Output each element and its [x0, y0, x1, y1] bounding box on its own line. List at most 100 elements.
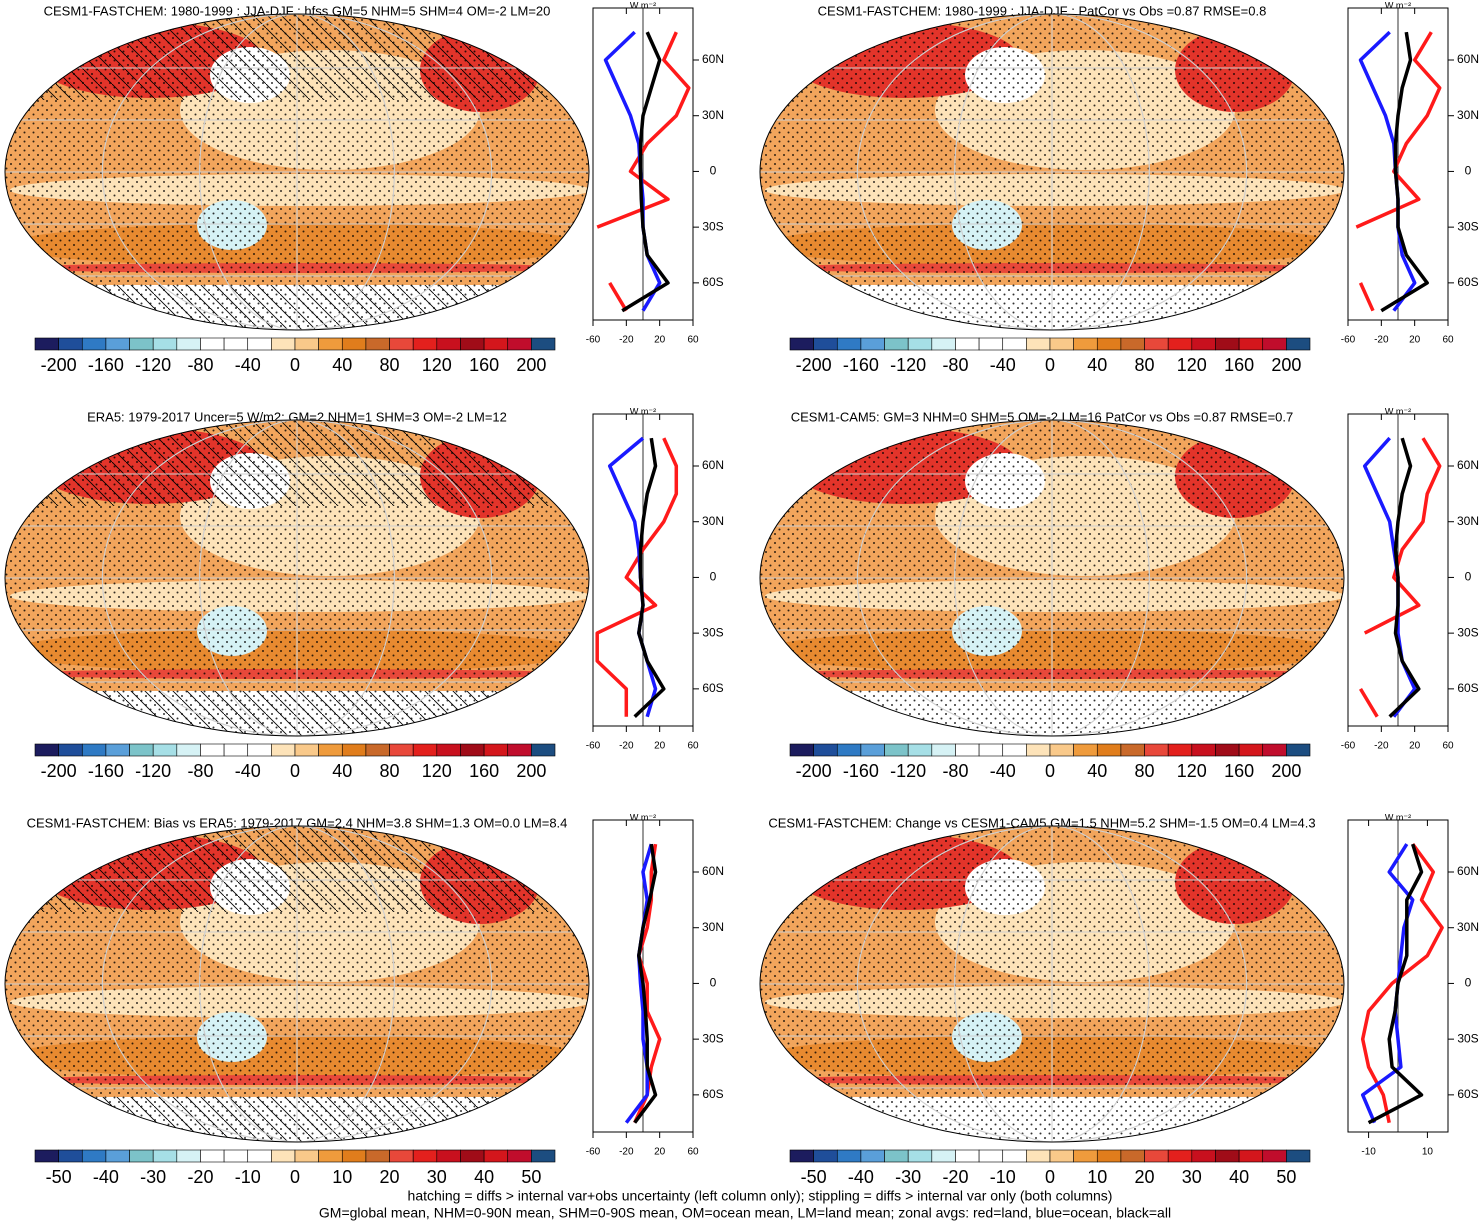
colorbar-label: -160 [88, 355, 124, 375]
graticule [954, 420, 1150, 736]
colorbar-box [1286, 743, 1311, 757]
y-tick-label: 30S [1457, 219, 1478, 233]
colorbar-box [34, 1149, 59, 1163]
colorbar-box [1191, 743, 1216, 757]
colorbar-box [860, 337, 885, 351]
x-tick-label: -20 [619, 1147, 634, 1158]
x-tick-label: -60 [586, 335, 601, 346]
y-tick-label: 30S [702, 219, 723, 233]
zonal-mean-line [1358, 437, 1442, 718]
panel: CESM1-FASTCHEM: 1980-1999 : JJA-DJF : Pa… [759, 0, 1479, 375]
colorbar-label: -50 [46, 1167, 72, 1187]
graticule [856, 420, 1248, 736]
colorbar-box [931, 743, 956, 757]
colorbar-box [105, 743, 130, 757]
zonal-mean-line [596, 31, 691, 312]
panel: CESM1-CAM5: GM=3 NHM=0 SHM=5 OM=-2 LM=16… [759, 406, 1479, 781]
panel: CESM1-FASTCHEM: Change vs CESM1-CAM5 GM=… [759, 812, 1479, 1187]
y-tick-label: 30N [1457, 108, 1479, 122]
colorbar-box [81, 337, 107, 351]
colorbar-label: -50 [801, 1167, 827, 1187]
y-tick-label: 0 [1465, 570, 1472, 584]
colorbar-box [412, 1149, 438, 1163]
stippling [760, 420, 1344, 736]
colorbar-box [436, 743, 461, 757]
footer-line: GM=global mean, NHM=0-90N mean, SHM=0-90… [319, 1205, 1171, 1221]
y-tick-label: 60N [1457, 52, 1479, 66]
colorbar-box [200, 743, 225, 757]
colorbar-box [884, 743, 909, 757]
colorbar-label: -40 [990, 355, 1016, 375]
colorbar-box [1262, 743, 1287, 757]
colorbar-label: -120 [890, 761, 926, 781]
colorbar-box [58, 1149, 83, 1163]
colorbar-box [389, 337, 414, 351]
graticule [856, 14, 1248, 330]
colorbar-box [176, 743, 201, 757]
x-tick-label: 60 [1442, 335, 1454, 346]
colorbar-label: -200 [41, 761, 77, 781]
colorbar-box [884, 337, 909, 351]
colorbar-label: 80 [380, 761, 400, 781]
graticule [101, 826, 493, 1142]
x-tick-label: 60 [1442, 741, 1454, 752]
colorbar-box [436, 1149, 461, 1163]
colorbar-box [389, 743, 414, 757]
colorbar-box [129, 1149, 154, 1163]
panel: CESM1-FASTCHEM: Bias vs ERA5: 1979-2017 … [4, 812, 724, 1187]
colorbar-box [152, 743, 178, 757]
panel-title: ERA5: 1979-2017 Uncer=5 W/m2: GM=2 NHM=1… [87, 409, 507, 424]
colorbar-box [931, 1149, 956, 1163]
colorbar-label: -30 [895, 1167, 921, 1187]
colorbar-label: -120 [890, 355, 926, 375]
colorbar-label: -160 [843, 355, 879, 375]
colorbar-label: 160 [469, 761, 499, 781]
hatching [5, 1097, 589, 1142]
colorbar-box [1026, 743, 1051, 757]
colorbar-box [412, 337, 438, 351]
x-tick-label: 20 [654, 741, 666, 752]
x-tick-label: 10 [1422, 1147, 1434, 1158]
colorbar-label: -80 [187, 355, 213, 375]
x-axis-label: W m⁻² [1385, 406, 1411, 416]
colorbar-label: 120 [422, 761, 452, 781]
y-tick-label: 60N [702, 52, 724, 66]
colorbar-box [271, 337, 296, 351]
map-outline [759, 825, 1345, 1143]
colorbar-label: 40 [1087, 355, 1107, 375]
colorbar-box [955, 743, 980, 757]
colorbar-box [294, 743, 319, 757]
colorbar-box [907, 743, 933, 757]
x-tick-label: 20 [1409, 741, 1421, 752]
x-tick-label: -60 [586, 741, 601, 752]
y-tick-label: 30S [1457, 625, 1478, 639]
colorbar-label: -40 [93, 1167, 119, 1187]
colorbar-box [341, 337, 367, 351]
colorbar-label: -20 [942, 1167, 968, 1187]
x-axis-label: W m⁻² [630, 812, 656, 822]
x-tick-label: -60 [1341, 741, 1356, 752]
colorbar-label: -10 [235, 1167, 261, 1187]
colorbar-box [1026, 337, 1051, 351]
colorbar-label: 10 [332, 1167, 352, 1187]
colorbar-label: -80 [942, 761, 968, 781]
colorbar-box [318, 743, 343, 757]
graticule [954, 826, 1150, 1142]
colorbar-box [365, 337, 390, 351]
graticule [954, 14, 1150, 330]
colorbar-label: 0 [290, 761, 300, 781]
colorbar-box [1144, 1149, 1169, 1163]
colorbar-box [58, 743, 83, 757]
colorbar-box [483, 337, 509, 351]
colorbar-box [507, 337, 532, 351]
x-tick-label: -60 [1341, 335, 1356, 346]
colorbar-box [1286, 337, 1311, 351]
x-tick-label: -20 [619, 335, 634, 346]
panel-title: CESM1-CAM5: GM=3 NHM=0 SHM=5 OM=-2 LM=16… [791, 409, 1294, 424]
colorbar-box [318, 337, 343, 351]
colorbar-box [58, 337, 83, 351]
hatching [5, 285, 589, 330]
zonal-mean-line [1355, 31, 1442, 312]
colorbar-label: 80 [380, 355, 400, 375]
colorbar-label: 0 [1045, 761, 1055, 781]
